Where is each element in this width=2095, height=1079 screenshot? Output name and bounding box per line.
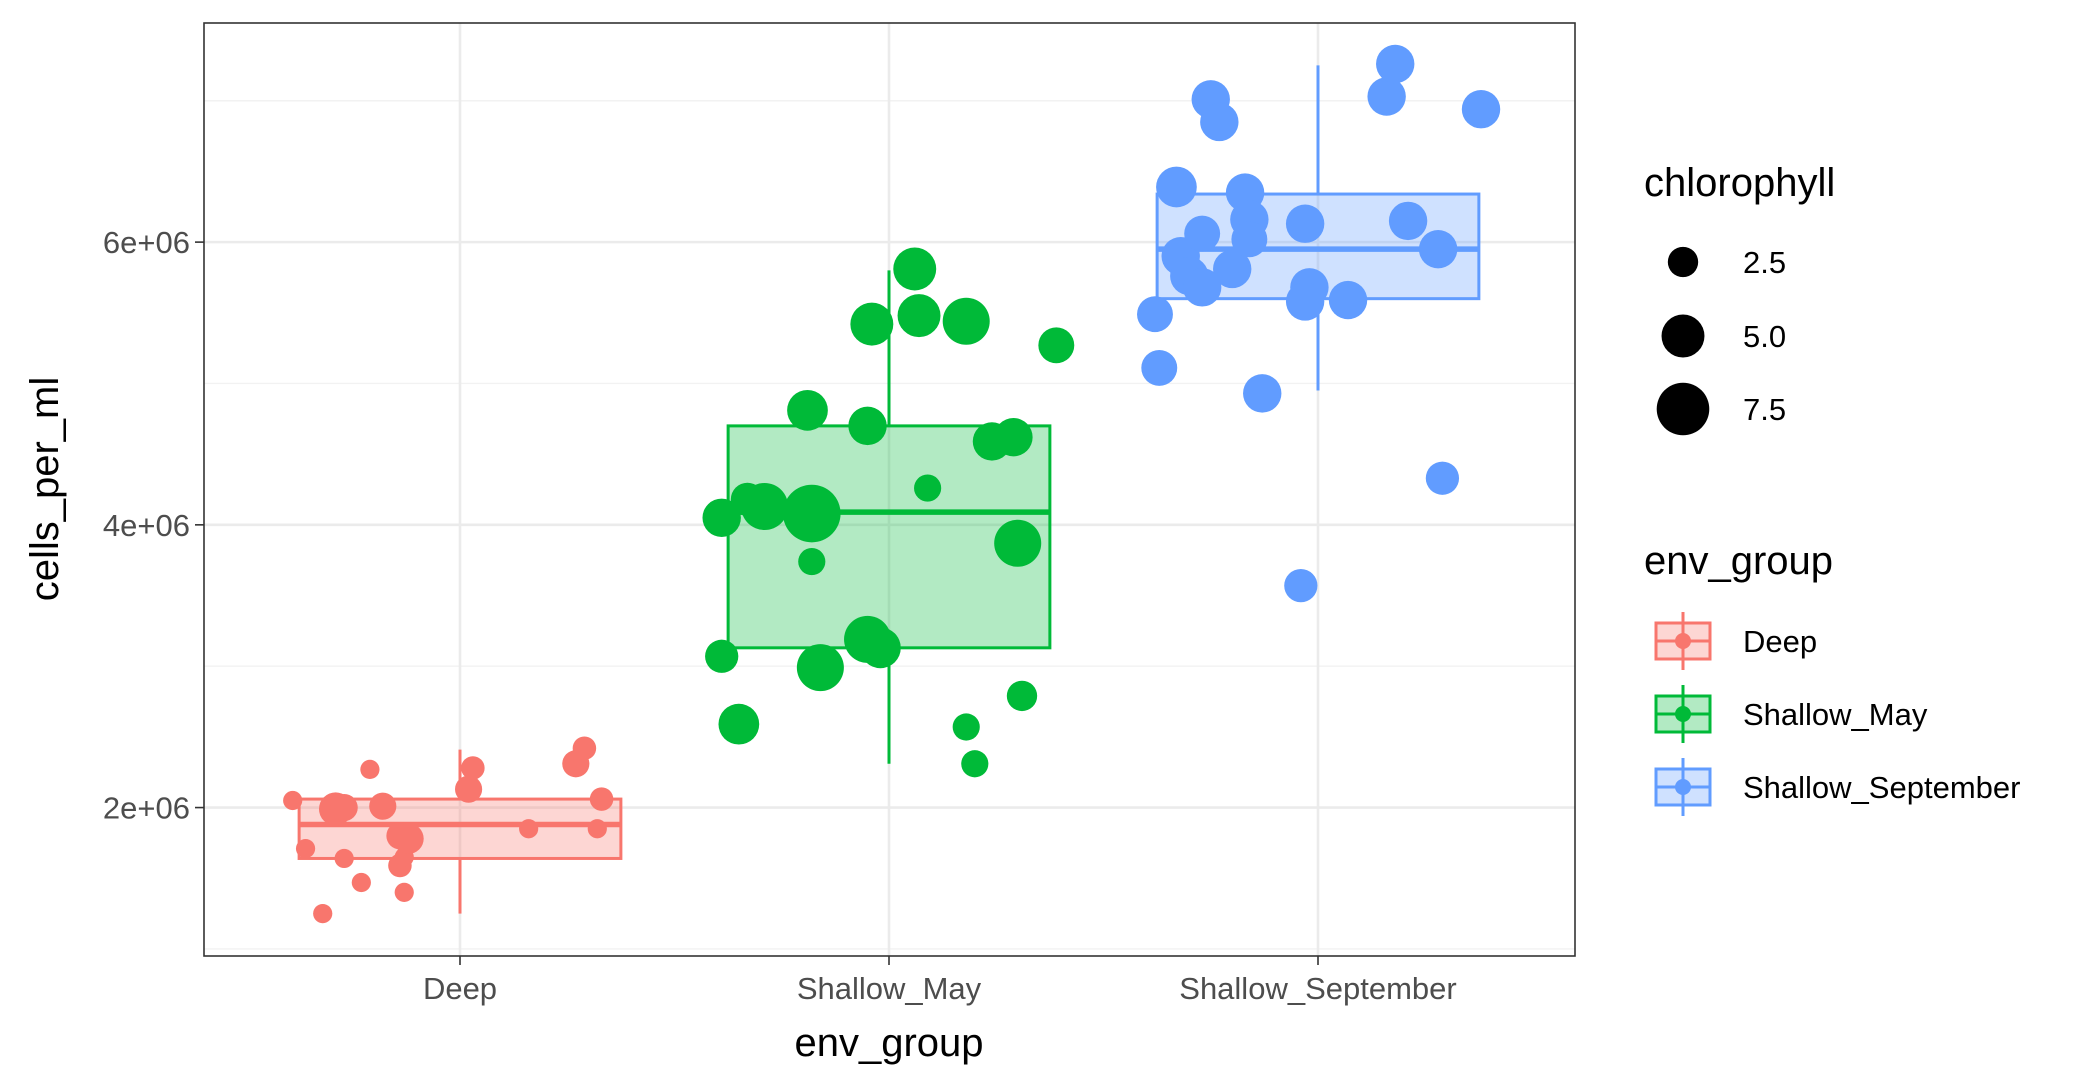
data-point (572, 736, 597, 760)
data-point (782, 484, 841, 543)
data-point (295, 838, 316, 859)
data-point (1141, 349, 1178, 386)
data-point (1200, 102, 1239, 142)
legend-size-key (1661, 314, 1705, 358)
x-tick-label: Shallow_May (797, 971, 982, 1006)
data-point (952, 713, 980, 741)
data-point (1328, 280, 1368, 320)
legend-color-keys: Deep Shallow_May Shallow_September (1654, 612, 2020, 816)
data-point (1388, 201, 1428, 241)
legend-key-point (1675, 779, 1691, 795)
legend-color-label: Shallow_September (1743, 770, 2020, 805)
legend-size-key (1667, 246, 1699, 278)
data-point (850, 302, 894, 346)
data-point (1418, 229, 1458, 269)
x-tick-label: Deep (423, 971, 497, 1006)
data-point (848, 406, 887, 446)
data-point (994, 519, 1042, 567)
data-point (897, 294, 941, 338)
legend-size-label: 2.5 (1743, 245, 1786, 280)
legend-size-key (1656, 382, 1710, 436)
data-point (942, 297, 990, 345)
data-point (313, 903, 333, 924)
data-point (1156, 166, 1197, 208)
data-point (360, 759, 380, 780)
x-axis-title: env_group (794, 1021, 983, 1065)
data-point (914, 474, 942, 502)
legend-size-label: 5.0 (1743, 319, 1786, 354)
x-tick-label: Shallow_September (1179, 971, 1456, 1006)
data-point (1006, 680, 1038, 712)
data-point (1182, 268, 1222, 307)
data-point (1184, 215, 1221, 252)
y-tick-label: 4e+06 (103, 508, 190, 543)
data-point (796, 644, 844, 692)
y-tick-label: 6e+06 (103, 225, 190, 260)
legend-key-point (1675, 633, 1691, 649)
y-axis-title: cells_per_ml (23, 377, 67, 602)
data-point (718, 703, 760, 745)
legend: chlorophyll 2.5 5.0 7.5 env_group Deep Shal… (1644, 161, 2020, 816)
data-point (994, 417, 1033, 457)
data-point (587, 819, 607, 839)
data-point (893, 247, 937, 291)
legend-color-title: env_group (1644, 539, 1833, 583)
data-point (1137, 296, 1173, 333)
axes: 2e+06 4e+06 6e+06 Deep Shallow_May Shallow_Se… (103, 225, 1457, 1006)
data-points (283, 44, 1501, 924)
data-point (369, 792, 397, 820)
legend-size-keys: 2.5 5.0 7.5 (1656, 245, 1786, 436)
data-point (860, 627, 901, 669)
legend-size-label: 7.5 (1743, 392, 1786, 427)
data-point (741, 482, 789, 530)
data-point (1231, 221, 1268, 258)
data-point (1425, 461, 1460, 495)
data-point (1243, 374, 1282, 413)
data-point (394, 882, 414, 902)
y-tick-label: 2e+06 (103, 791, 190, 826)
legend-color-label: Deep (1743, 624, 1817, 659)
data-point (393, 823, 424, 854)
data-point (519, 819, 539, 839)
data-point (798, 548, 826, 576)
data-point (1213, 249, 1252, 289)
data-point (1285, 282, 1325, 321)
data-point (330, 793, 358, 822)
legend-color-key (1654, 758, 1712, 816)
legend-color-label: Shallow_May (1743, 697, 1928, 732)
data-point (1376, 44, 1415, 84)
data-point (787, 389, 828, 431)
data-point (334, 848, 354, 869)
legend-color-key (1654, 612, 1712, 670)
data-point (461, 756, 485, 780)
data-point (1461, 90, 1501, 129)
legend-size-title: chlorophyll (1644, 161, 1835, 205)
data-point (705, 639, 739, 673)
data-point (961, 750, 989, 778)
data-point (1367, 77, 1406, 116)
data-point (455, 775, 483, 803)
legend-color-key (1654, 685, 1712, 743)
data-point (351, 872, 371, 893)
data-point (702, 498, 741, 537)
data-point (1284, 568, 1318, 603)
data-point (1038, 327, 1075, 364)
data-point (589, 787, 614, 811)
data-point (1285, 204, 1325, 243)
legend-key-point (1675, 706, 1691, 722)
data-point (283, 790, 303, 811)
